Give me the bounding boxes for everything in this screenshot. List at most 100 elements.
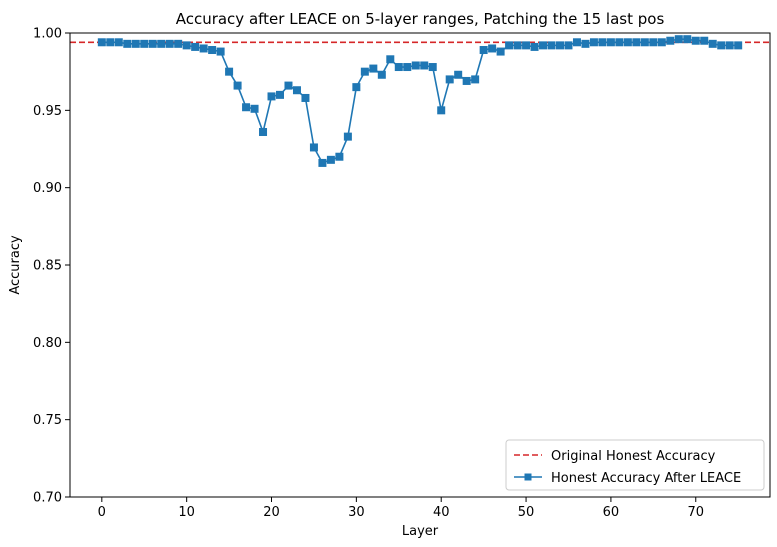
data-point-marker bbox=[649, 38, 658, 47]
data-point-marker bbox=[216, 47, 225, 56]
data-point-marker bbox=[479, 46, 488, 55]
data-point-marker bbox=[445, 75, 454, 84]
data-point-marker bbox=[199, 44, 208, 53]
data-point-marker bbox=[284, 81, 293, 90]
data-point-marker bbox=[343, 132, 352, 141]
data-point-marker bbox=[165, 39, 174, 48]
data-point-marker bbox=[717, 41, 726, 50]
data-point-marker bbox=[623, 38, 632, 47]
data-point-marker bbox=[148, 39, 157, 48]
data-point-marker bbox=[242, 103, 251, 112]
data-point-marker bbox=[572, 38, 581, 47]
data-point-marker bbox=[403, 63, 412, 72]
y-tick-label: 0.90 bbox=[33, 181, 62, 196]
data-point-marker bbox=[683, 35, 692, 44]
data-point-marker bbox=[326, 155, 335, 164]
legend-swatch-series-marker bbox=[524, 473, 532, 481]
data-point-marker bbox=[547, 41, 556, 50]
y-tick-label: 1.00 bbox=[33, 27, 62, 42]
x-tick-label: 50 bbox=[518, 505, 535, 520]
data-point-marker bbox=[734, 41, 743, 50]
x-axis-title: Layer bbox=[402, 524, 439, 539]
data-point-marker bbox=[335, 152, 344, 161]
series-line bbox=[101, 38, 739, 164]
data-point-marker bbox=[657, 38, 666, 47]
y-tick-label: 0.70 bbox=[33, 491, 62, 506]
data-point-marker bbox=[556, 41, 564, 50]
axes: 0 10 20 30 40 50 60 70 0.70 0.75 0.80 0.85 0.90 0.95 1… bbox=[33, 27, 704, 521]
data-point-marker bbox=[259, 127, 268, 136]
legend: Original Honest Accuracy Honest Accuracy… bbox=[505, 439, 765, 491]
data-point-marker bbox=[97, 38, 106, 47]
data-point-marker bbox=[700, 36, 709, 45]
x-tick-label: 60 bbox=[603, 505, 620, 520]
data-point-marker bbox=[157, 39, 166, 48]
data-point-marker bbox=[606, 38, 615, 47]
data-point-marker bbox=[564, 41, 573, 50]
data-point-marker bbox=[437, 106, 446, 115]
data-point-marker bbox=[725, 41, 734, 50]
y-axis-title: Accuracy bbox=[8, 235, 23, 295]
data-point-marker bbox=[632, 38, 641, 47]
data-point-marker bbox=[276, 90, 284, 99]
data-point-marker bbox=[496, 47, 505, 56]
data-point-marker bbox=[131, 39, 140, 48]
data-point-marker bbox=[640, 38, 649, 47]
data-point-marker bbox=[114, 38, 123, 47]
data-point-marker bbox=[589, 38, 598, 47]
data-point-marker bbox=[530, 42, 539, 51]
plot-frame bbox=[69, 32, 771, 498]
x-tick-label: 10 bbox=[178, 505, 195, 520]
data-point-marker bbox=[250, 104, 259, 113]
data-point-marker bbox=[691, 36, 700, 45]
data-point-marker bbox=[505, 41, 514, 50]
data-point-marker bbox=[106, 38, 115, 47]
data-point-marker bbox=[352, 83, 361, 92]
data-point-marker bbox=[615, 38, 624, 47]
legend-label-reference-line: Original Honest Accuracy bbox=[551, 449, 716, 464]
data-point-marker bbox=[428, 63, 437, 72]
plot-area bbox=[70, 35, 770, 167]
data-point-marker bbox=[225, 67, 234, 76]
data-point-marker bbox=[267, 92, 276, 101]
legend-label-series: Honest Accuracy After LEACE bbox=[551, 471, 741, 486]
data-point-marker bbox=[581, 39, 590, 48]
x-tick-label: 0 bbox=[98, 505, 106, 520]
data-point-marker bbox=[462, 76, 471, 85]
legend-box bbox=[505, 439, 765, 491]
y-tick-label: 0.80 bbox=[33, 336, 62, 351]
data-point-marker bbox=[420, 61, 429, 70]
x-tick-label: 20 bbox=[263, 505, 280, 520]
data-point-marker bbox=[182, 41, 191, 50]
data-point-marker bbox=[360, 67, 369, 76]
y-tick-label: 0.75 bbox=[33, 413, 62, 428]
x-tick-label: 30 bbox=[348, 505, 365, 520]
data-point-marker bbox=[411, 61, 420, 70]
y-tick-label: 0.95 bbox=[33, 104, 62, 119]
data-point-marker bbox=[394, 63, 403, 72]
x-tick-label: 40 bbox=[433, 505, 450, 520]
data-point-marker bbox=[708, 39, 717, 48]
data-point-marker bbox=[488, 44, 497, 53]
data-point-marker bbox=[191, 42, 200, 51]
data-point-marker bbox=[301, 93, 310, 102]
data-point-marker bbox=[513, 41, 522, 50]
data-point-marker bbox=[386, 55, 395, 64]
data-point-marker bbox=[454, 70, 463, 79]
x-tick-label: 70 bbox=[687, 505, 704, 520]
y-tick-label: 0.85 bbox=[33, 259, 62, 274]
chart-title: Accuracy after LEACE on 5-layer ranges, … bbox=[176, 10, 665, 28]
data-point-marker bbox=[208, 46, 217, 55]
data-point-marker bbox=[539, 41, 548, 50]
data-point-marker bbox=[674, 35, 683, 44]
data-point-marker bbox=[123, 39, 132, 48]
data-point-marker bbox=[318, 158, 327, 167]
data-point-marker bbox=[292, 86, 301, 95]
data-point-marker bbox=[598, 38, 607, 47]
data-point-marker bbox=[140, 39, 149, 48]
data-point-marker bbox=[174, 39, 183, 48]
data-point-marker bbox=[522, 41, 531, 50]
data-point-marker bbox=[369, 64, 378, 73]
